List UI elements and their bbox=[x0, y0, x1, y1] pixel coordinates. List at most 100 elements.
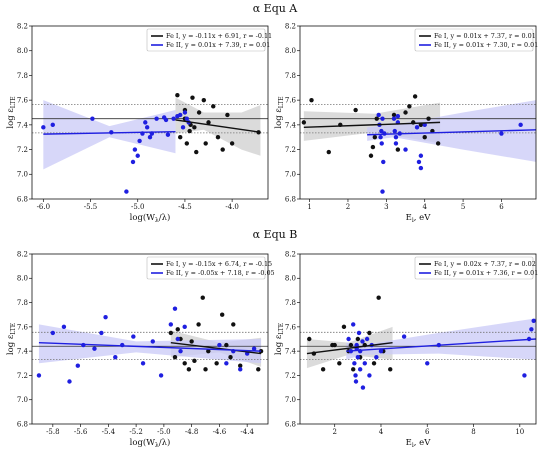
fe-i-point bbox=[192, 358, 197, 364]
chart-panel-1: -6.0 -5.5 -5.0 -4.5 -4.0 6.8 7.0 7.2 7.4 7.6 7.8 8.… bbox=[6, 22, 272, 224]
confidence-band bbox=[38, 324, 262, 364]
y-tick-label: 6.8 bbox=[285, 420, 296, 428]
fe-ii-point bbox=[178, 348, 183, 354]
x-tick-label: 2 bbox=[332, 428, 336, 436]
fe-i-point bbox=[435, 141, 441, 146]
fe-ii-point bbox=[165, 132, 171, 137]
legend-fe-ii-label: Fe II, y = -0.05x + 7.18, r = -0.05 bbox=[166, 269, 275, 277]
fe-i-point bbox=[238, 363, 243, 368]
y-tick-label: 6.8 bbox=[17, 195, 28, 203]
x-tick-label: -4.6 bbox=[213, 428, 227, 436]
chart-panel-4: 2 4 6 8 10 6.8 7.0 7.2 7.4 7.6 7.8 8.0 8.2 Ei, eV log … bbox=[274, 250, 538, 449]
fe-i-point bbox=[192, 125, 197, 130]
x-tick-label: -4.4 bbox=[240, 428, 254, 436]
fe-i-point bbox=[348, 342, 354, 348]
fe-ii-fit-line bbox=[38, 341, 262, 352]
fe-i-point bbox=[422, 135, 427, 140]
y-tick-label: 8.2 bbox=[17, 22, 28, 30]
fe-ii-point bbox=[178, 112, 183, 118]
fe-ii-point bbox=[147, 135, 153, 140]
fe-i-point bbox=[388, 367, 393, 372]
fe-i-point bbox=[225, 112, 230, 118]
y-axis-label: log εLTE bbox=[274, 96, 285, 128]
plot-frame bbox=[31, 25, 269, 200]
fe-i-point bbox=[374, 116, 379, 121]
fe-ii-point bbox=[418, 153, 424, 158]
fe-i-point bbox=[178, 135, 183, 140]
fe-i-point bbox=[371, 361, 377, 366]
fe-ii-point bbox=[113, 355, 118, 360]
fe-ii-point bbox=[391, 116, 397, 121]
y-tick-label: 7.2 bbox=[285, 146, 296, 154]
fe-i-fit-line bbox=[170, 341, 262, 355]
fe-ii-point bbox=[175, 336, 180, 342]
fe-ii-point bbox=[132, 147, 138, 152]
legend-fe-i-label: Fe I, y = 0.02x + 7.37, r = 0.02 bbox=[434, 260, 536, 268]
chart-panel-2: 1 2 3 4 5 6 6.8 7.0 7.2 7.4 7.6 7.8 8.0 8.2 Ei, eV log … bbox=[274, 22, 538, 224]
fe-ii-point bbox=[150, 339, 155, 344]
fe-ii-point bbox=[251, 346, 257, 351]
fe-ii-point bbox=[357, 367, 363, 372]
fe-ii-point bbox=[376, 112, 381, 118]
fe-i-point bbox=[332, 342, 337, 348]
fe-i-point bbox=[228, 355, 233, 360]
fe-ii-point bbox=[360, 339, 365, 344]
y-tick-label: 7.6 bbox=[285, 97, 297, 105]
fe-ii-point bbox=[172, 306, 178, 311]
fe-ii-point bbox=[184, 116, 190, 121]
fe-ii-point bbox=[50, 122, 55, 128]
y-tick-label: 6.8 bbox=[17, 420, 28, 428]
y-tick-label: 7.8 bbox=[17, 72, 28, 80]
y-tick-label: 8.2 bbox=[285, 22, 296, 30]
fe-i-point bbox=[256, 367, 261, 372]
fe-ii-point bbox=[130, 159, 136, 165]
fe-ii-point bbox=[378, 135, 383, 140]
fe-i-point bbox=[407, 104, 412, 109]
fe-i-point bbox=[367, 330, 372, 336]
fe-ii-point bbox=[353, 373, 358, 378]
legend-box bbox=[146, 256, 266, 280]
fe-ii-point bbox=[529, 327, 534, 332]
fe-ii-point bbox=[75, 363, 81, 368]
y-axis-label: log εLTE bbox=[274, 323, 285, 355]
fe-i-point bbox=[219, 312, 225, 317]
y-tick-label: 8.0 bbox=[17, 47, 28, 55]
y-tick-label: 8.2 bbox=[17, 250, 28, 258]
fe-i-point bbox=[412, 94, 418, 99]
fe-i-point bbox=[182, 361, 187, 366]
fe-ii-point bbox=[367, 373, 372, 378]
confidence-band bbox=[367, 100, 536, 162]
x-tick-label: -5.2 bbox=[129, 428, 143, 436]
fe-i-point bbox=[186, 367, 192, 372]
legend-fe-i-label: Fe I, y = -0.11x + 6.91, r = -0.11 bbox=[166, 32, 272, 40]
y-tick-label: 7.4 bbox=[285, 348, 297, 356]
fe-i-point bbox=[320, 367, 326, 372]
fe-i-point bbox=[353, 107, 358, 113]
fe-ii-point bbox=[143, 120, 148, 125]
y-tick-label: 7.4 bbox=[285, 121, 297, 129]
fe-ii-point bbox=[103, 314, 108, 320]
fe-ii-point bbox=[224, 361, 229, 366]
y-tick-label: 7.0 bbox=[17, 396, 28, 404]
fe-ii-point bbox=[36, 373, 42, 378]
fe-i-point bbox=[206, 348, 211, 354]
fe-ii-point bbox=[393, 135, 399, 140]
fe-ii-point bbox=[362, 361, 367, 366]
fe-i-point bbox=[376, 295, 381, 300]
fe-ii-point bbox=[158, 373, 164, 378]
legend-box bbox=[146, 28, 266, 52]
fe-i-point bbox=[190, 95, 195, 100]
fe-ii-point bbox=[393, 141, 399, 146]
fe-i-point bbox=[301, 120, 307, 125]
x-tick-label: 4 bbox=[422, 203, 427, 211]
fe-ii-point bbox=[238, 367, 243, 372]
fe-i-point bbox=[403, 110, 408, 115]
fe-ii-point bbox=[131, 334, 136, 339]
x-tick-label: -5.5 bbox=[84, 203, 98, 211]
y-tick-label: 8.0 bbox=[17, 275, 28, 283]
fe-i-point bbox=[229, 141, 235, 146]
fe-ii-point bbox=[403, 147, 408, 152]
x-tick-label: -5.6 bbox=[74, 428, 88, 436]
x-axis-label: log(Wλ/λ) bbox=[130, 212, 171, 224]
